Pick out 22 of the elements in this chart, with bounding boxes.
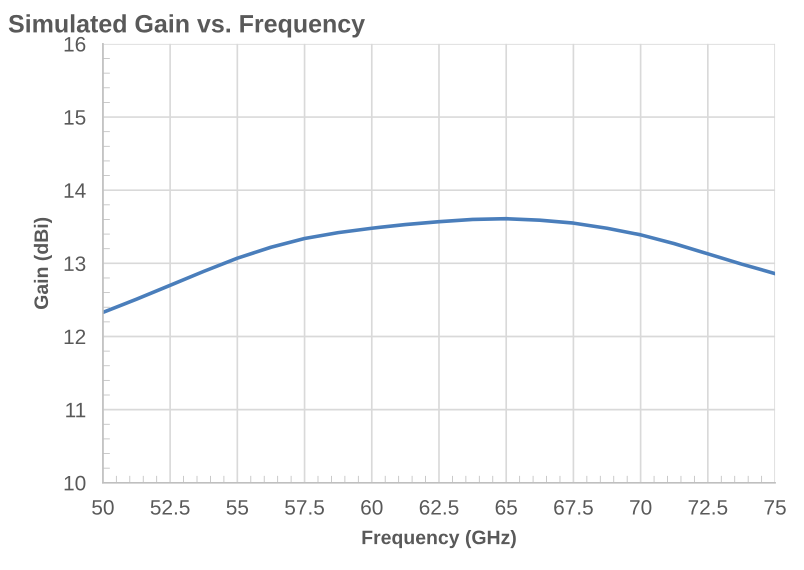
- y-tick-label: 13: [64, 256, 86, 272]
- y-axis-title: Gain (dBi): [34, 218, 52, 309]
- x-tick-label: 57.5: [285, 500, 324, 515]
- x-tick-label: 52.5: [150, 500, 190, 515]
- y-tick-label: 10: [64, 476, 86, 491]
- x-axis-title: Frequency (GHz): [362, 530, 516, 548]
- x-tick-label: 62.5: [420, 500, 458, 515]
- x-tick-label: 75: [764, 500, 786, 515]
- y-tick-label: 11: [66, 402, 86, 418]
- y-tick-label: 15: [64, 110, 86, 125]
- line-series: [102, 216, 776, 314]
- x-tick-label: 72.5: [688, 500, 728, 515]
- chart-title: Simulated Gain vs. Frequency: [8, 14, 365, 38]
- x-tick-label: 67.5: [554, 500, 593, 515]
- x-tick-label: 50: [92, 500, 114, 515]
- x-tick-label: 60: [361, 500, 383, 515]
- y-tick-label: 16: [64, 36, 86, 52]
- x-tick-label: 70: [630, 500, 652, 515]
- y-tick-label: 12: [64, 329, 86, 344]
- x-tick-label: 55: [226, 500, 248, 515]
- x-tick-label: 65: [496, 500, 517, 515]
- y-tick-label: 14: [64, 183, 86, 198]
